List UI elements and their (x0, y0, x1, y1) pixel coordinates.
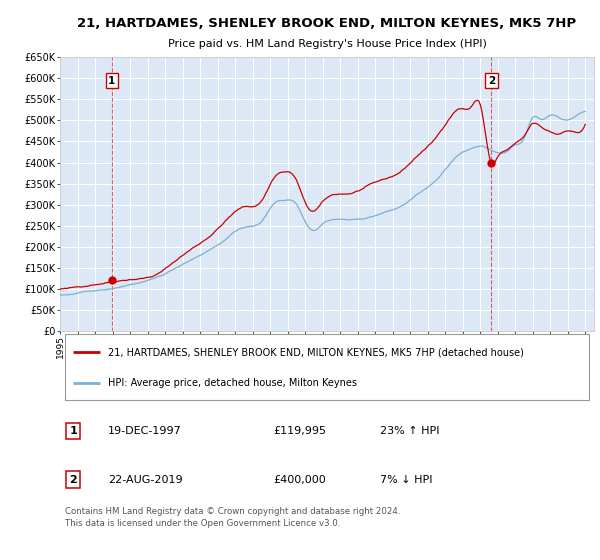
Text: Contains HM Land Registry data © Crown copyright and database right 2024.
This d: Contains HM Land Registry data © Crown c… (65, 507, 401, 528)
Text: 19-DEC-1997: 19-DEC-1997 (108, 426, 182, 436)
Text: £119,995: £119,995 (274, 426, 326, 436)
Text: HPI: Average price, detached house, Milton Keynes: HPI: Average price, detached house, Milt… (108, 377, 357, 388)
Text: 22-AUG-2019: 22-AUG-2019 (108, 474, 182, 484)
Text: 2: 2 (70, 474, 77, 484)
Text: 2: 2 (488, 76, 495, 86)
Text: 1: 1 (70, 426, 77, 436)
Text: 21, HARTDAMES, SHENLEY BROOK END, MILTON KEYNES, MK5 7HP: 21, HARTDAMES, SHENLEY BROOK END, MILTON… (77, 17, 577, 30)
Text: 21, HARTDAMES, SHENLEY BROOK END, MILTON KEYNES, MK5 7HP (detached house): 21, HARTDAMES, SHENLEY BROOK END, MILTON… (108, 348, 524, 357)
Text: 23% ↑ HPI: 23% ↑ HPI (380, 426, 440, 436)
FancyBboxPatch shape (65, 334, 589, 400)
Text: 7% ↓ HPI: 7% ↓ HPI (380, 474, 433, 484)
Text: Price paid vs. HM Land Registry's House Price Index (HPI): Price paid vs. HM Land Registry's House … (167, 39, 487, 49)
Text: 1: 1 (108, 76, 115, 86)
Text: £400,000: £400,000 (274, 474, 326, 484)
